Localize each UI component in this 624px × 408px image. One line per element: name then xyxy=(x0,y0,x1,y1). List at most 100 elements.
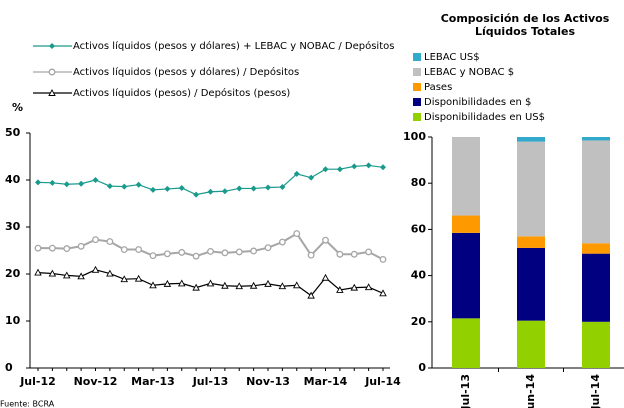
marker xyxy=(278,238,286,246)
y-tick-label: 20 xyxy=(5,267,21,280)
marker xyxy=(91,265,100,273)
marker xyxy=(336,250,344,258)
marker xyxy=(63,181,70,188)
y-tick-label: 30 xyxy=(5,220,21,233)
legend-label: Disponibilidades en US$ xyxy=(424,112,545,123)
marker xyxy=(163,250,171,258)
marker xyxy=(134,274,143,282)
marker xyxy=(192,252,200,260)
marker xyxy=(365,248,373,256)
marker xyxy=(178,184,185,191)
y-tick-label: 40 xyxy=(5,173,21,186)
marker xyxy=(35,179,41,186)
marker xyxy=(150,186,156,193)
marker xyxy=(379,255,387,263)
marker xyxy=(322,166,329,173)
bar-segment xyxy=(452,318,480,368)
marker xyxy=(336,286,344,293)
marker xyxy=(135,181,142,188)
marker xyxy=(365,162,372,169)
y-tick-label: 0 xyxy=(418,361,426,374)
line xyxy=(38,232,384,261)
marker xyxy=(235,248,243,256)
marker xyxy=(34,268,42,276)
marker xyxy=(236,185,243,192)
bar-segment xyxy=(517,141,545,237)
y-tick-label: 10 xyxy=(5,314,21,327)
marker xyxy=(106,238,114,246)
marker xyxy=(49,43,55,49)
bar-segment xyxy=(582,140,610,244)
bar-segment xyxy=(582,253,610,322)
marker xyxy=(106,269,114,277)
marker xyxy=(221,249,229,257)
marker xyxy=(292,281,301,289)
legend-swatch xyxy=(413,98,421,106)
legend-swatch xyxy=(413,83,421,91)
marker xyxy=(250,185,257,192)
legend-label: LEBAC US$ xyxy=(424,52,480,63)
x-tick-label: Nov-13 xyxy=(246,375,290,388)
y-tick-label: 60 xyxy=(411,222,427,235)
x-tick-label: Jul-12 xyxy=(19,375,56,388)
legend-swatch xyxy=(413,68,421,76)
marker xyxy=(308,174,315,181)
marker xyxy=(48,68,56,76)
marker xyxy=(321,273,330,281)
x-tick-label: Jul-14 xyxy=(364,375,401,388)
bar-segment xyxy=(582,321,610,368)
marker xyxy=(135,246,143,254)
marker xyxy=(149,281,157,289)
marker xyxy=(221,188,228,195)
x-tick-label: Mar-13 xyxy=(131,375,175,388)
marker xyxy=(336,166,343,173)
y-axis-label: % xyxy=(12,101,23,114)
marker xyxy=(249,281,258,289)
marker xyxy=(92,177,99,183)
bar-segment xyxy=(517,320,545,368)
marker xyxy=(178,248,186,256)
marker xyxy=(78,180,85,187)
marker xyxy=(307,251,315,259)
marker xyxy=(77,272,85,280)
bar-segment xyxy=(452,232,480,319)
bar-segment xyxy=(582,243,610,254)
y-tick-label: 100 xyxy=(403,130,426,143)
chart-title: Composición de los Activos Líquidos Tota… xyxy=(440,12,610,38)
legend-label: Disponibilidades en $ xyxy=(424,97,531,108)
marker xyxy=(177,279,186,287)
marker xyxy=(63,245,71,253)
bar-segment xyxy=(452,215,480,233)
marker xyxy=(164,185,171,192)
x-tick-label: Jul-13 xyxy=(459,374,472,408)
legend-swatch xyxy=(413,53,421,61)
x-tick-label: Jul-13 xyxy=(192,375,229,388)
marker xyxy=(34,244,42,252)
x-tick-label: Jun-14 xyxy=(524,374,537,408)
marker xyxy=(163,279,172,287)
bar-segment xyxy=(582,137,610,141)
marker xyxy=(350,283,359,291)
marker xyxy=(48,89,56,96)
x-tick-label: Jul-14 xyxy=(589,374,602,408)
marker xyxy=(192,283,200,291)
legend-label: Activos líquidos (pesos y dólares) / Dep… xyxy=(73,66,299,78)
y-tick-label: 40 xyxy=(411,269,427,282)
marker xyxy=(364,283,373,291)
marker xyxy=(121,183,128,190)
x-tick-label: Mar-14 xyxy=(304,375,348,388)
marker xyxy=(77,242,85,250)
y-tick-label: 50 xyxy=(5,126,21,139)
marker xyxy=(207,247,214,255)
marker xyxy=(48,244,56,252)
legend-label: Activos líquidos (pesos y dólares) + LEB… xyxy=(73,40,394,52)
marker xyxy=(206,279,215,287)
bar-segment xyxy=(452,137,480,216)
marker xyxy=(293,230,301,238)
marker xyxy=(120,246,128,254)
bar-segment xyxy=(517,247,545,321)
marker xyxy=(264,244,272,252)
y-tick-label: 0 xyxy=(5,361,13,374)
